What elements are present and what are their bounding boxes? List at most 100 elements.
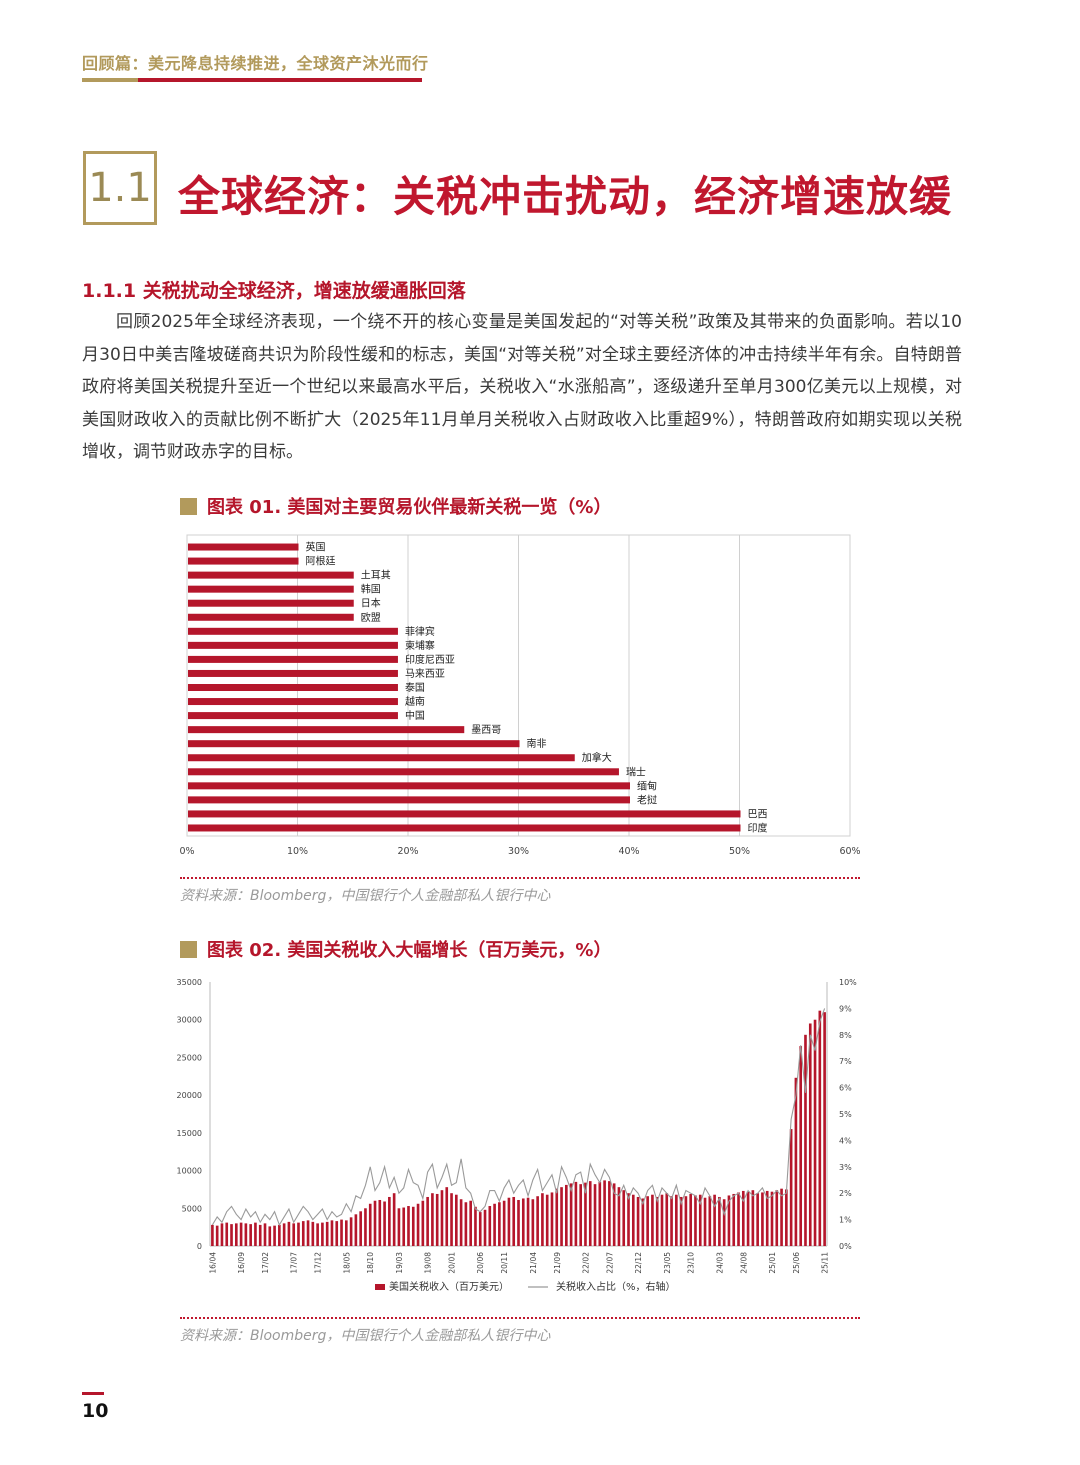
bar [641,1198,645,1246]
bar [188,740,520,748]
bar-label: 墨西哥 [471,724,501,736]
bar [770,1191,774,1246]
bar [188,698,398,706]
bar [292,1223,296,1246]
bar [225,1222,229,1246]
bar [751,1190,755,1246]
bar [188,669,398,677]
bar [631,1194,635,1246]
bar [188,726,465,734]
bar [188,571,354,579]
header-rule-gold [82,78,138,82]
bar [188,754,575,762]
bar [732,1193,736,1246]
page-number: 10 [82,1400,109,1422]
bar [560,1187,563,1246]
bar [627,1193,630,1246]
bar [488,1206,492,1246]
bar-label: 老挝 [637,793,657,806]
x-tick-label: 22/12 [634,1252,643,1274]
y-right-tick-label: 5% [839,1110,852,1119]
bar [789,1129,793,1246]
figure1-chart: 0% 10% 20% 30% 40% 50% 60% 英国阿根廷土耳其韩国日本欧盟菲律宾柬埔寨… [179,534,861,857]
x-tick-label: 18/10 [366,1252,375,1274]
bar [598,1181,602,1246]
legend-label-bars: 美国关税收入（百万美元） [389,1280,509,1293]
x-tick-label: 18/05 [342,1252,351,1274]
bar [636,1196,640,1246]
bar [188,810,741,818]
y-right-tick-label: 2% [839,1189,852,1198]
x-tick-label: 21/09 [553,1252,562,1274]
bar [727,1195,731,1246]
bar [799,1046,803,1246]
bar [188,627,398,635]
body-paragraph: 回顾2025年全球经济表现，一个绕不开的核心变量是美国发起的“对等关税”政策及其… [82,312,962,462]
bar [397,1208,401,1246]
bar [526,1197,530,1246]
bar [603,1180,606,1246]
y-right-tick-label: 1% [839,1216,852,1225]
bar [378,1199,382,1246]
x-tick-label: 30% [508,846,529,857]
y-left-tick-label: 5000 [182,1204,202,1213]
bar [440,1190,444,1246]
x-tick-label: 17/02 [261,1252,270,1274]
bar [287,1221,291,1246]
bar [188,824,741,832]
bar [507,1197,511,1246]
bar [464,1202,468,1246]
bar [722,1199,726,1246]
bar [234,1223,238,1246]
bar [445,1187,449,1246]
bar [804,1034,807,1246]
bar [416,1203,420,1246]
bar [335,1221,339,1246]
bar [675,1194,678,1246]
bar [459,1199,463,1246]
bar-label: 泰国 [405,681,425,694]
x-tick-label: 0% [179,846,194,857]
running-header: 回顾篇：美元降息持续推进，全球资产沐光而行 [82,54,429,73]
bar [188,684,398,691]
bar [670,1196,673,1246]
y-right-tick-label: 7% [839,1057,852,1066]
bar [498,1202,501,1246]
bar [402,1207,406,1246]
bar [188,599,354,607]
figure2-divider [180,1317,860,1319]
bar [407,1206,410,1246]
bar [392,1193,396,1246]
bar [388,1196,391,1246]
bar [188,641,398,649]
x-tick-label: 17/07 [290,1252,299,1274]
bar [579,1184,582,1246]
bar-label: 日本 [361,597,381,610]
bar [188,585,354,593]
bar [263,1223,267,1246]
x-tick-label: 50% [729,846,750,857]
bar [593,1184,597,1246]
x-tick-label: 21/04 [529,1252,538,1274]
figure2-marker [180,940,197,958]
bar [383,1201,386,1246]
y-right-tick-label: 0% [839,1242,852,1251]
page-number-marker [82,1392,104,1395]
bar [622,1190,626,1246]
x-tick-label: 20/06 [476,1252,485,1274]
bar [254,1222,257,1246]
x-tick-label: 60% [839,846,860,857]
bar [301,1221,305,1246]
bar [249,1224,252,1246]
bar [565,1184,568,1246]
bar [306,1220,310,1246]
bar [780,1188,783,1246]
bar [502,1200,506,1246]
bar [813,1019,817,1246]
bar [426,1196,429,1246]
bar [450,1193,453,1246]
x-tick-label: 25/01 [768,1252,777,1274]
figure2-title-text: 图表 02. 美国关税收入大幅增长（百万美元，%） [207,940,612,961]
y-left-tick-label: 10000 [177,1167,202,1176]
legend-swatch-bars [375,1284,385,1290]
